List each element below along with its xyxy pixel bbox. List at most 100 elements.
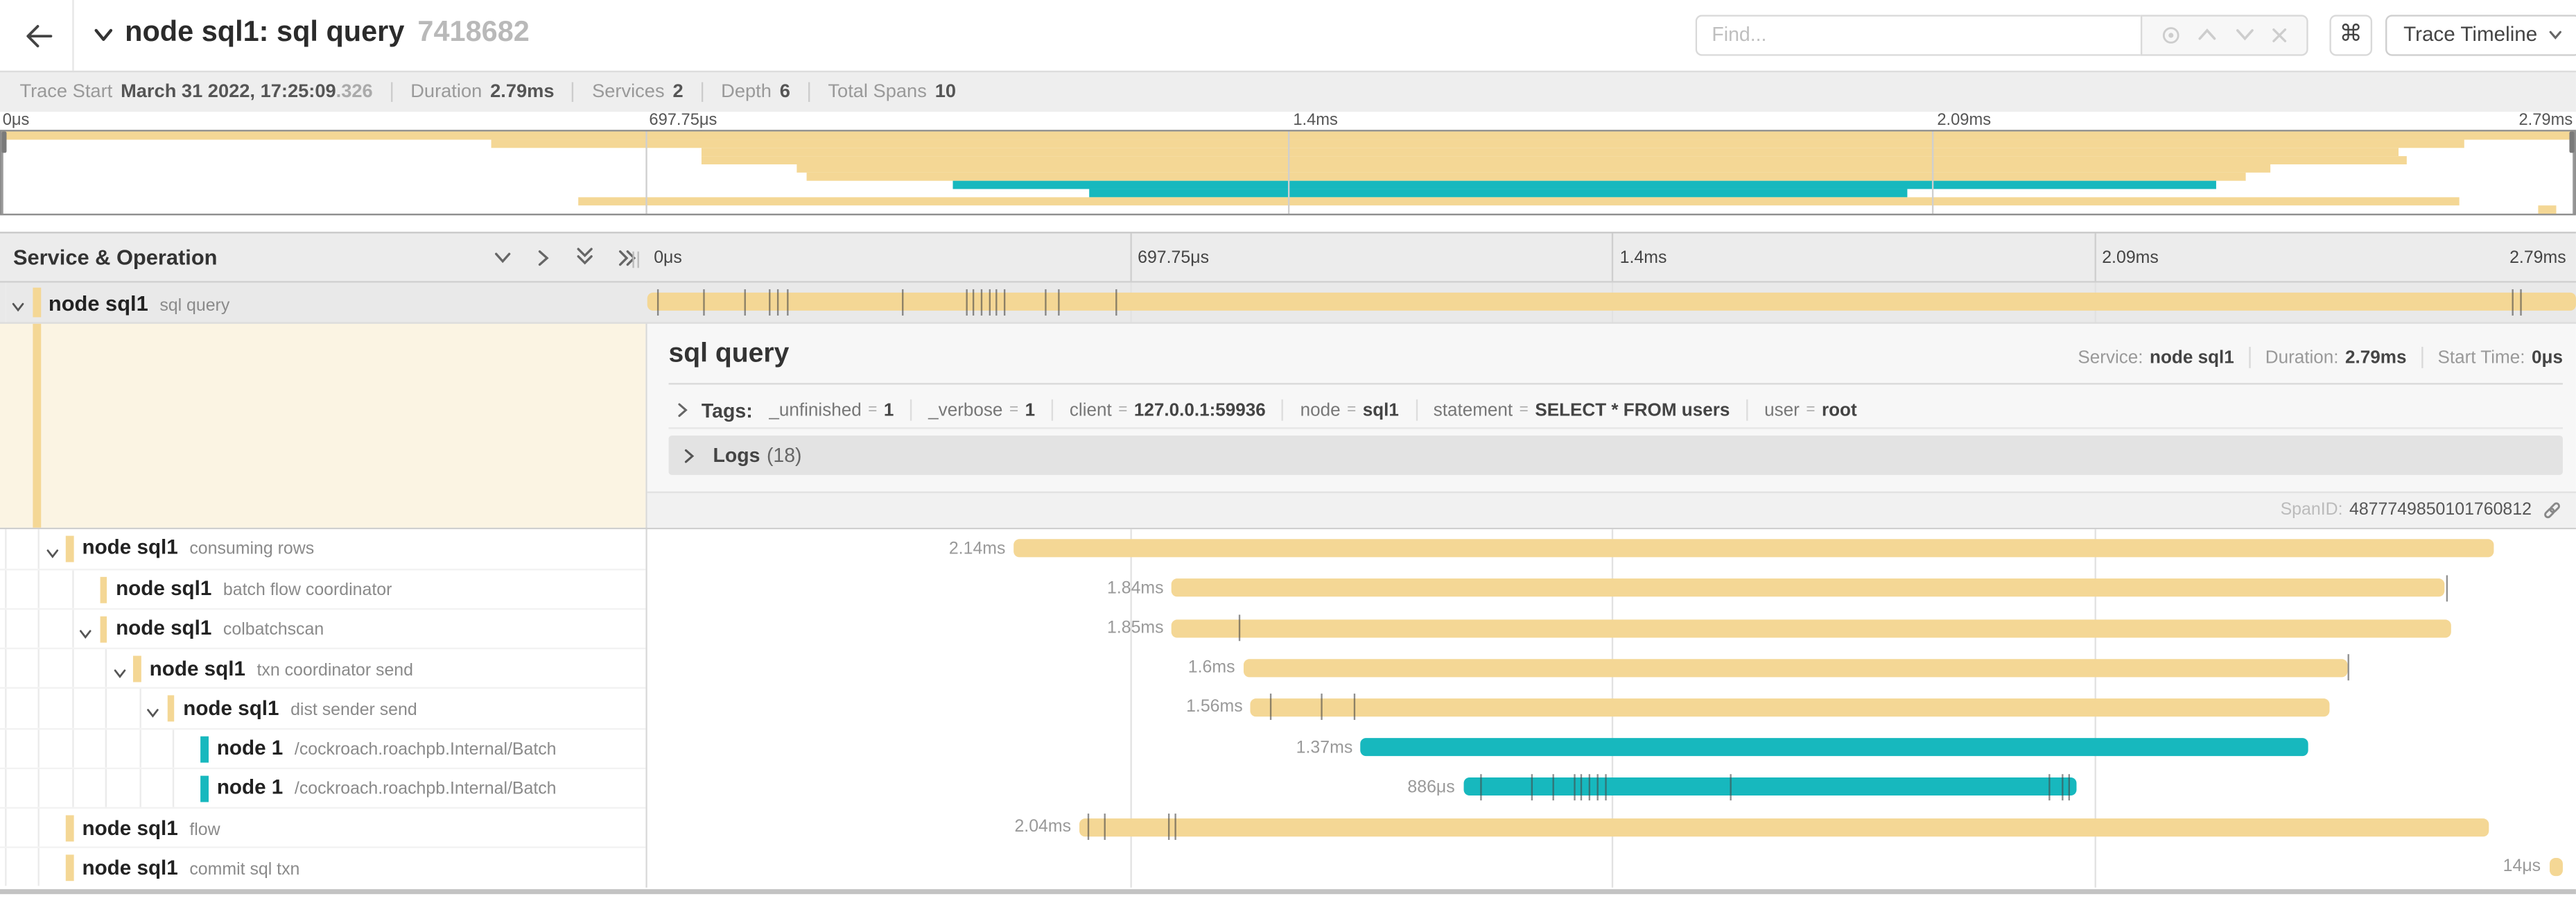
right-scrubber-grip[interactable] (2569, 131, 2575, 153)
span-bar[interactable] (2548, 857, 2563, 876)
expand-chevron[interactable] (77, 621, 94, 651)
span-bar[interactable] (1361, 738, 2308, 757)
span-bar[interactable] (1079, 818, 2489, 836)
tree-indent-guide (3, 848, 6, 887)
span-bar-cell[interactable]: 2.14ms (647, 528, 2576, 568)
span-tree-item[interactable]: node 1/cockroach.roachpb.Internal/Batch (0, 767, 646, 807)
collapse-one-icon[interactable] (493, 246, 512, 275)
span-bar[interactable] (1243, 658, 2349, 677)
stat-separator (808, 81, 810, 102)
keyboard-shortcuts-button[interactable]: ⌘ (2329, 14, 2373, 55)
detail-divider (668, 383, 2563, 385)
tags-accordion[interactable]: Tags: _unfinished = 1 _verbose = 1 client = 127.… (668, 393, 2563, 429)
tree-indent-guide (37, 848, 40, 887)
span-color-indicator (65, 535, 73, 562)
span-bar-cell[interactable]: 1.6ms (647, 648, 2576, 687)
log-marker-tick (996, 288, 998, 315)
span-tree-item[interactable]: node sql1 commit sql txn (0, 847, 646, 887)
log-marker-tick (786, 288, 788, 315)
span-row-sql-query[interactable]: node sql1 sql query (0, 282, 2576, 324)
span-bar-cell[interactable]: 1.37ms (647, 728, 2576, 767)
tree-indent-guide (37, 768, 40, 807)
span-tree-item[interactable]: node sql1 flow (0, 807, 646, 848)
logs-accordion[interactable]: Logs (18) (668, 436, 2563, 475)
expand-chevron[interactable] (44, 540, 60, 569)
log-marker-tick (1058, 288, 1060, 315)
span-bar[interactable] (1172, 619, 2451, 637)
trace-minimap[interactable] (0, 130, 2576, 216)
tree-indent-guide (172, 768, 175, 807)
log-marker-tick (1530, 773, 1533, 800)
span-service-name: node sql1 dist sender send (183, 696, 417, 720)
minimap-row (1, 148, 2574, 157)
span-service-name: node sql1 sql query (48, 290, 230, 315)
command-icon: ⌘ (2339, 21, 2362, 48)
logs-count: (18) (766, 443, 802, 467)
span-tree-item[interactable]: node sql1 sql query (0, 282, 645, 322)
span-color-indicator (65, 854, 73, 882)
span-bar-cell[interactable] (647, 282, 2576, 322)
span-id-label: SpanID: (2280, 499, 2343, 519)
find-next-icon[interactable] (2234, 26, 2255, 43)
span-tree-item[interactable]: node sql1 batch flow coordinator (0, 568, 646, 608)
chevron-down-icon (79, 630, 92, 639)
span-bar-cell[interactable]: 14μs (647, 847, 2576, 886)
log-marker-tick (1167, 814, 1170, 841)
span-tree-item[interactable]: node sql1 txn coordinator send (0, 648, 646, 688)
expand-chevron[interactable] (145, 700, 162, 730)
log-marker-tick (1480, 773, 1482, 800)
expand-chevron[interactable] (10, 293, 26, 323)
span-bar-cell[interactable]: 886μs (647, 767, 2576, 807)
view-selector-label: Trace Timeline (2403, 23, 2538, 46)
span-bar-cell[interactable]: 1.56ms (647, 687, 2576, 727)
span-bar[interactable] (1251, 698, 2329, 717)
column-divider[interactable] (645, 233, 647, 887)
span-bar[interactable] (1172, 578, 2445, 597)
tree-indent-guide (139, 689, 141, 728)
span-bar-cell[interactable]: 1.85ms (647, 608, 2576, 648)
expand-chevron[interactable] (111, 661, 128, 691)
span-service-name: node 1/cockroach.roachpb.Internal/Batch (216, 736, 557, 760)
tag-value: 1 (883, 400, 894, 420)
minimap-span-bar (490, 139, 2464, 148)
column-resize-handle[interactable] (632, 251, 639, 268)
span-tree-item[interactable]: node sql1 consuming rows (0, 528, 646, 569)
span-color-indicator (99, 616, 107, 643)
clear-find-icon[interactable] (2271, 26, 2289, 44)
find-prev-icon[interactable] (2197, 26, 2218, 43)
tree-indent-guide (3, 809, 6, 848)
span-tree-item[interactable]: node sql1 dist sender send (0, 687, 646, 730)
span-service-name: node sql1 txn coordinator send (149, 657, 414, 680)
horizontal-scrollbar[interactable] (0, 888, 2576, 894)
deep-link-icon[interactable] (2541, 499, 2563, 520)
span-bar[interactable] (647, 293, 2576, 311)
log-marker-tick (965, 288, 968, 315)
tag-key: statement (1433, 400, 1513, 420)
log-marker-tick (1320, 694, 1323, 721)
tag-pill: node = sql1 (1300, 400, 1399, 420)
view-selector-button[interactable]: Trace Timeline (2385, 14, 2576, 55)
tag-value: 1 (1025, 400, 1036, 420)
span-tree-item[interactable]: node sql1 colbatchscan (0, 608, 646, 651)
minimap-row (1, 189, 2574, 198)
collapse-controls (493, 245, 639, 276)
find-input[interactable] (1697, 23, 2141, 46)
tree-indent-guide (71, 768, 73, 807)
minimap-span-bar (806, 172, 2245, 181)
collapse-all-icon[interactable] (575, 245, 594, 276)
stat-label: Trace Start (19, 81, 113, 102)
back-button[interactable] (17, 17, 60, 56)
span-bar[interactable] (1463, 777, 2077, 796)
expand-one-icon[interactable] (534, 246, 553, 275)
left-scrubber[interactable] (1, 131, 3, 214)
span-bar-cell[interactable]: 2.04ms (647, 807, 2576, 847)
span-bar-cell[interactable]: 1.84ms (647, 568, 2576, 608)
right-scrubber[interactable] (2573, 131, 2575, 214)
span-tree-item[interactable]: node 1/cockroach.roachpb.Internal/Batch (0, 727, 646, 768)
collapse-trace-chevron[interactable] (92, 23, 115, 54)
locate-icon[interactable] (2160, 24, 2182, 45)
timeline-axis-column: 697.75μs (1129, 233, 1612, 282)
left-scrubber-grip[interactable] (1, 131, 7, 153)
span-bar[interactable] (1013, 539, 2494, 558)
tag-equals: = (1009, 401, 1019, 420)
